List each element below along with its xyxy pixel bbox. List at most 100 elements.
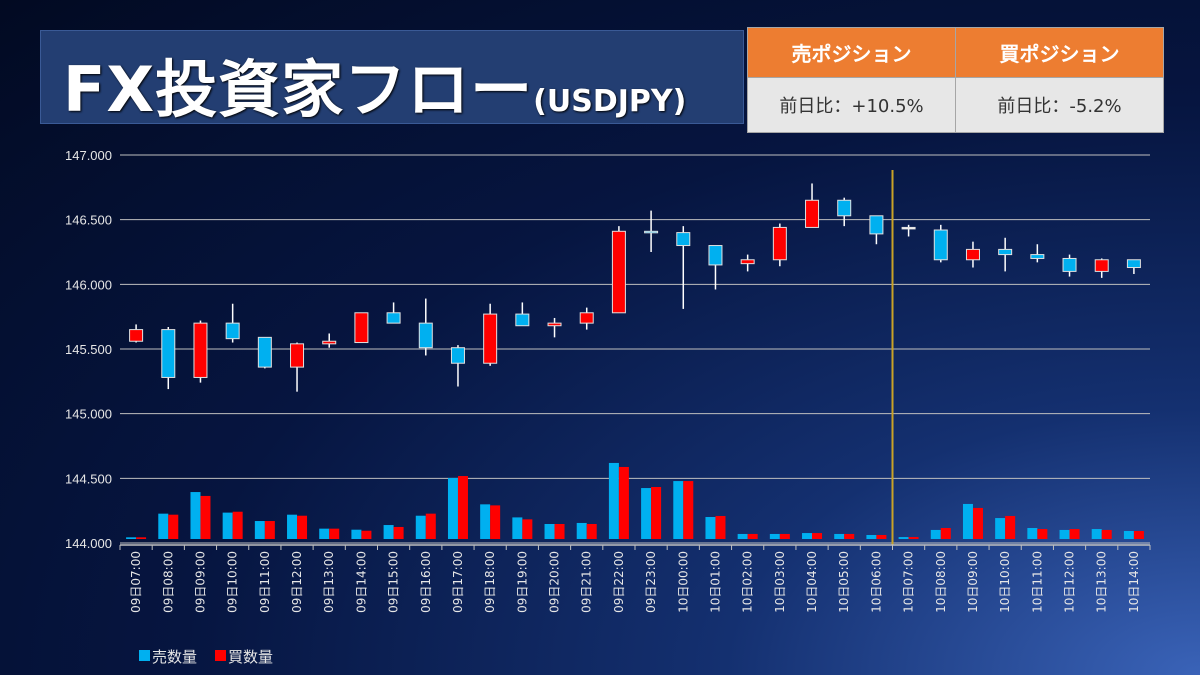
x-tick-label: 10日11:00 bbox=[1030, 551, 1044, 613]
candle-body bbox=[837, 199, 852, 217]
candle bbox=[837, 197, 852, 227]
candle-body bbox=[869, 215, 884, 235]
candle bbox=[998, 237, 1013, 272]
buy-volume-bar bbox=[329, 528, 340, 539]
candle bbox=[708, 245, 723, 290]
sell-volume-bar bbox=[673, 481, 684, 539]
sell-volume-bar bbox=[512, 517, 523, 539]
sell-volume-bar bbox=[866, 534, 877, 539]
sell-position-change: 前日比：+10.5% bbox=[747, 77, 956, 133]
y-tick-label: 146.500 bbox=[65, 213, 112, 228]
title-banner: FX投資家フロー(USDJPY) bbox=[40, 30, 744, 126]
y-tick-label: 145.500 bbox=[65, 342, 112, 357]
candle-body bbox=[901, 226, 916, 230]
sell-volume-bar bbox=[962, 503, 973, 539]
candle bbox=[257, 336, 272, 369]
candle-body bbox=[1030, 254, 1045, 259]
candle bbox=[515, 302, 530, 327]
buy-volume-bar bbox=[168, 514, 179, 539]
candle-body bbox=[386, 312, 401, 324]
candle bbox=[161, 327, 176, 390]
buy-volume-bar bbox=[522, 519, 533, 539]
sell-volume-bar bbox=[158, 513, 169, 539]
sell-position-header: 売ポジション bbox=[747, 27, 956, 78]
x-tick-label: 09日07:00 bbox=[129, 551, 143, 613]
candle bbox=[193, 320, 208, 383]
buy-volume-bar bbox=[844, 533, 855, 539]
buy-volume-bar bbox=[940, 528, 951, 539]
candle bbox=[450, 345, 465, 387]
sell-volume-bar bbox=[834, 533, 845, 539]
x-tick-label: 09日08:00 bbox=[161, 551, 175, 613]
x-tick-label: 10日05:00 bbox=[837, 551, 851, 613]
x-tick-label: 09日11:00 bbox=[258, 551, 272, 613]
buy-volume-bar bbox=[1069, 529, 1080, 539]
x-tick-label: 09日10:00 bbox=[226, 551, 240, 613]
position-table: 売ポジション 買ポジション 前日比：+10.5% 前日比：-5.2% bbox=[747, 27, 1164, 133]
sell-volume-bar bbox=[447, 477, 458, 539]
x-tick-label: 09日22:00 bbox=[612, 551, 626, 613]
sell-volume-bar bbox=[126, 537, 137, 539]
candle-body bbox=[483, 313, 498, 364]
candle-body bbox=[676, 232, 691, 247]
buy-volume-bar bbox=[972, 507, 983, 539]
x-tick-label: 09日14:00 bbox=[354, 551, 368, 613]
volume-bars bbox=[126, 462, 1144, 539]
candle bbox=[483, 303, 498, 366]
buy-volume-bar bbox=[876, 534, 887, 539]
candle bbox=[933, 224, 948, 263]
sell-volume-bar bbox=[544, 523, 555, 539]
buy-volume-bar bbox=[264, 521, 275, 539]
candle bbox=[965, 241, 980, 268]
candle-body bbox=[515, 313, 530, 327]
buy-position-change: 前日比：-5.2% bbox=[955, 77, 1164, 133]
buy-volume-bar bbox=[136, 537, 147, 539]
candle bbox=[644, 210, 659, 252]
candle-body bbox=[998, 248, 1013, 256]
x-tick-label: 09日23:00 bbox=[644, 551, 658, 613]
buy-volume-bar bbox=[747, 533, 758, 539]
y-tick-label: 144.500 bbox=[65, 471, 112, 486]
sell-volume-bar bbox=[737, 533, 748, 539]
sell-volume-bar bbox=[415, 515, 426, 539]
candlesticks bbox=[129, 170, 1141, 545]
x-tick-label: 10日03:00 bbox=[773, 551, 787, 613]
title-text: FX投資家フロー bbox=[63, 53, 534, 126]
candle bbox=[869, 215, 884, 245]
candle-body bbox=[161, 329, 176, 378]
x-tick-label: 09日09:00 bbox=[193, 551, 207, 613]
candle-body bbox=[611, 230, 626, 314]
sell-volume-bar bbox=[287, 514, 298, 539]
sell-volume-bar bbox=[1091, 529, 1102, 539]
sell-volume-bar bbox=[705, 517, 716, 539]
sell-volume-bar bbox=[769, 533, 780, 539]
buy-volume-bar bbox=[779, 533, 790, 539]
x-tick-label: 10日00:00 bbox=[676, 551, 690, 613]
candle bbox=[579, 307, 594, 330]
sell-volume-bar bbox=[898, 537, 909, 539]
buy-volume-bar bbox=[683, 481, 694, 539]
buy-volume-bar bbox=[554, 523, 565, 539]
page-title: FX投資家フロー(USDJPY) bbox=[63, 39, 686, 129]
candle-body bbox=[740, 259, 755, 265]
x-tick-label: 10日13:00 bbox=[1095, 551, 1109, 613]
sell-volume-bar bbox=[995, 518, 1006, 539]
buy-volume-bar bbox=[490, 505, 501, 539]
x-tick-label: 10日10:00 bbox=[998, 551, 1012, 613]
candle bbox=[1126, 259, 1141, 274]
x-tick-label: 10日12:00 bbox=[1063, 551, 1077, 613]
candle-body bbox=[129, 329, 144, 342]
x-tick-label: 10日06:00 bbox=[869, 551, 883, 613]
x-tick-label: 10日01:00 bbox=[708, 551, 722, 613]
buy-volume-bar bbox=[200, 495, 211, 539]
x-tick-label: 09日18:00 bbox=[483, 551, 497, 613]
y-tick-label: 147.000 bbox=[65, 148, 112, 163]
buy-volume-bar bbox=[297, 515, 308, 539]
candle bbox=[322, 333, 337, 348]
sell-volume-bar bbox=[608, 462, 619, 539]
buy-volume-bar bbox=[618, 466, 629, 539]
title-subtitle: (USDJPY) bbox=[533, 84, 687, 119]
candle bbox=[676, 226, 691, 309]
buy-volume-bar bbox=[232, 511, 243, 539]
